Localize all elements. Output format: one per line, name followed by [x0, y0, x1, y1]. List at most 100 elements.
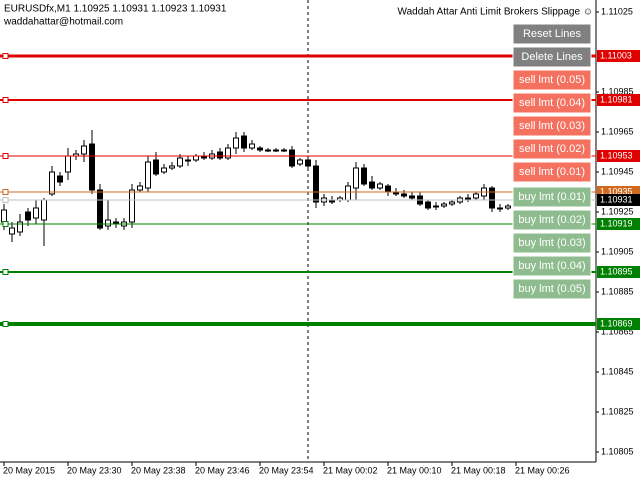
symbol-line: EURUSDfx,M1 1.10925 1.10931 1.10923 1.10… [4, 4, 227, 15]
candle-body [289, 149, 295, 167]
x-tick-label: 20 May 2015 [3, 465, 55, 475]
candle-body [281, 149, 287, 152]
y-tick-label: 1.10925 [601, 206, 634, 216]
button-label[interactable]: buy lmt (0.04) [518, 260, 585, 272]
button-label[interactable]: sell lmt (0.01) [519, 166, 585, 178]
x-tick-label: 20 May 23:54 [259, 465, 314, 475]
candle-body [105, 219, 111, 227]
y-tick-label: 1.10905 [601, 246, 634, 256]
candle-body [153, 159, 159, 175]
level-anchor [2, 221, 9, 227]
button[interactable] [512, 138, 592, 160]
button-label[interactable]: sell lmt (0.05) [519, 74, 585, 86]
level-anchor [2, 321, 9, 327]
button[interactable] [512, 255, 592, 277]
y-tick-label: 1.11025 [601, 6, 633, 16]
button-label[interactable]: Reset Lines [523, 28, 582, 40]
candle-body [369, 181, 375, 189]
level-label-bg [597, 318, 640, 330]
level-anchor [2, 269, 9, 275]
level-anchor [2, 189, 9, 195]
candle-body [441, 203, 447, 207]
button[interactable] [512, 69, 592, 91]
candle-body [185, 159, 191, 162]
candle-body [265, 149, 271, 152]
candle-body [497, 207, 503, 210]
level-label: 1.10895 [600, 266, 633, 276]
button[interactable] [512, 278, 592, 300]
x-tick-label: 20 May 23:30 [67, 465, 122, 475]
candle-body [385, 185, 391, 193]
level-label-bg [597, 94, 640, 106]
candle-body [17, 221, 23, 233]
button[interactable] [512, 186, 592, 208]
level-label-bg [597, 218, 640, 230]
level-label-bg [597, 50, 640, 62]
button[interactable] [512, 209, 592, 231]
y-tick-label: 1.10825 [601, 406, 634, 416]
candle-body [489, 187, 495, 209]
candle-body [129, 189, 135, 223]
candle-body [249, 143, 255, 149]
candle-body [177, 157, 183, 167]
candle-body [9, 227, 15, 235]
button-label[interactable]: buy lmt (0.03) [518, 237, 585, 249]
candle-body [345, 185, 351, 201]
level-label: 1.10869 [600, 318, 633, 328]
level-label: 1.10931 [600, 194, 633, 204]
x-tick-label: 21 May 00:26 [515, 465, 570, 475]
candle-body [97, 189, 103, 229]
y-tick-label: 1.10985 [601, 86, 634, 96]
button[interactable] [512, 23, 592, 45]
level-anchor [2, 53, 9, 59]
candle-body [225, 147, 231, 159]
candle-body [361, 167, 367, 185]
button-label[interactable]: buy lmt (0.02) [518, 214, 585, 226]
candle-body [89, 143, 95, 191]
button[interactable] [512, 161, 592, 183]
candle-body [449, 201, 455, 205]
y-tick-label: 1.10865 [601, 326, 634, 336]
x-tick-label: 21 May 00:10 [387, 465, 442, 475]
candle-body [505, 205, 511, 209]
button-label[interactable]: Delete Lines [521, 51, 583, 63]
candle-body [169, 165, 175, 169]
button-label[interactable]: buy lmt (0.01) [518, 191, 585, 203]
y-tick-label: 1.10845 [601, 366, 634, 376]
level-label-bg [597, 266, 640, 278]
button-label[interactable]: sell lmt (0.03) [519, 120, 585, 132]
chart-title: Waddah Attar Anti Limit Brokers Slippage… [398, 7, 594, 18]
candle-body [473, 193, 479, 199]
y-tick-label: 1.10965 [601, 126, 634, 136]
button[interactable] [512, 46, 592, 68]
candle-body [233, 137, 239, 149]
candle-body [241, 135, 247, 149]
y-tick-label: 1.10805 [601, 446, 634, 456]
button-label[interactable]: buy lmt (0.05) [518, 283, 585, 295]
level-label-bg [597, 150, 640, 162]
candle-body [409, 195, 415, 199]
level-label: 1.10919 [600, 218, 633, 228]
candle-body [377, 183, 383, 189]
button[interactable] [512, 92, 592, 114]
candle-body [305, 159, 311, 167]
x-tick-label: 21 May 00:18 [451, 465, 506, 475]
level-label: 1.10953 [600, 150, 633, 160]
candle-body [57, 175, 63, 183]
button[interactable] [512, 115, 592, 137]
x-tick-label: 20 May 23:46 [195, 465, 250, 475]
level-label-bg [597, 194, 640, 206]
candle-body [33, 207, 39, 219]
candle-body [41, 199, 47, 221]
button-label[interactable]: sell lmt (0.02) [519, 143, 585, 155]
candle-body [313, 165, 319, 203]
button-label[interactable]: sell lmt (0.04) [519, 97, 585, 109]
subtitle: waddahattar@hotmail.com [3, 17, 123, 28]
y-tick-label: 1.10885 [601, 286, 634, 296]
button[interactable] [512, 232, 592, 254]
x-tick-label: 21 May 00:02 [323, 465, 378, 475]
candle-body [49, 171, 55, 195]
candle-body [25, 211, 31, 221]
candle-body [193, 155, 199, 161]
